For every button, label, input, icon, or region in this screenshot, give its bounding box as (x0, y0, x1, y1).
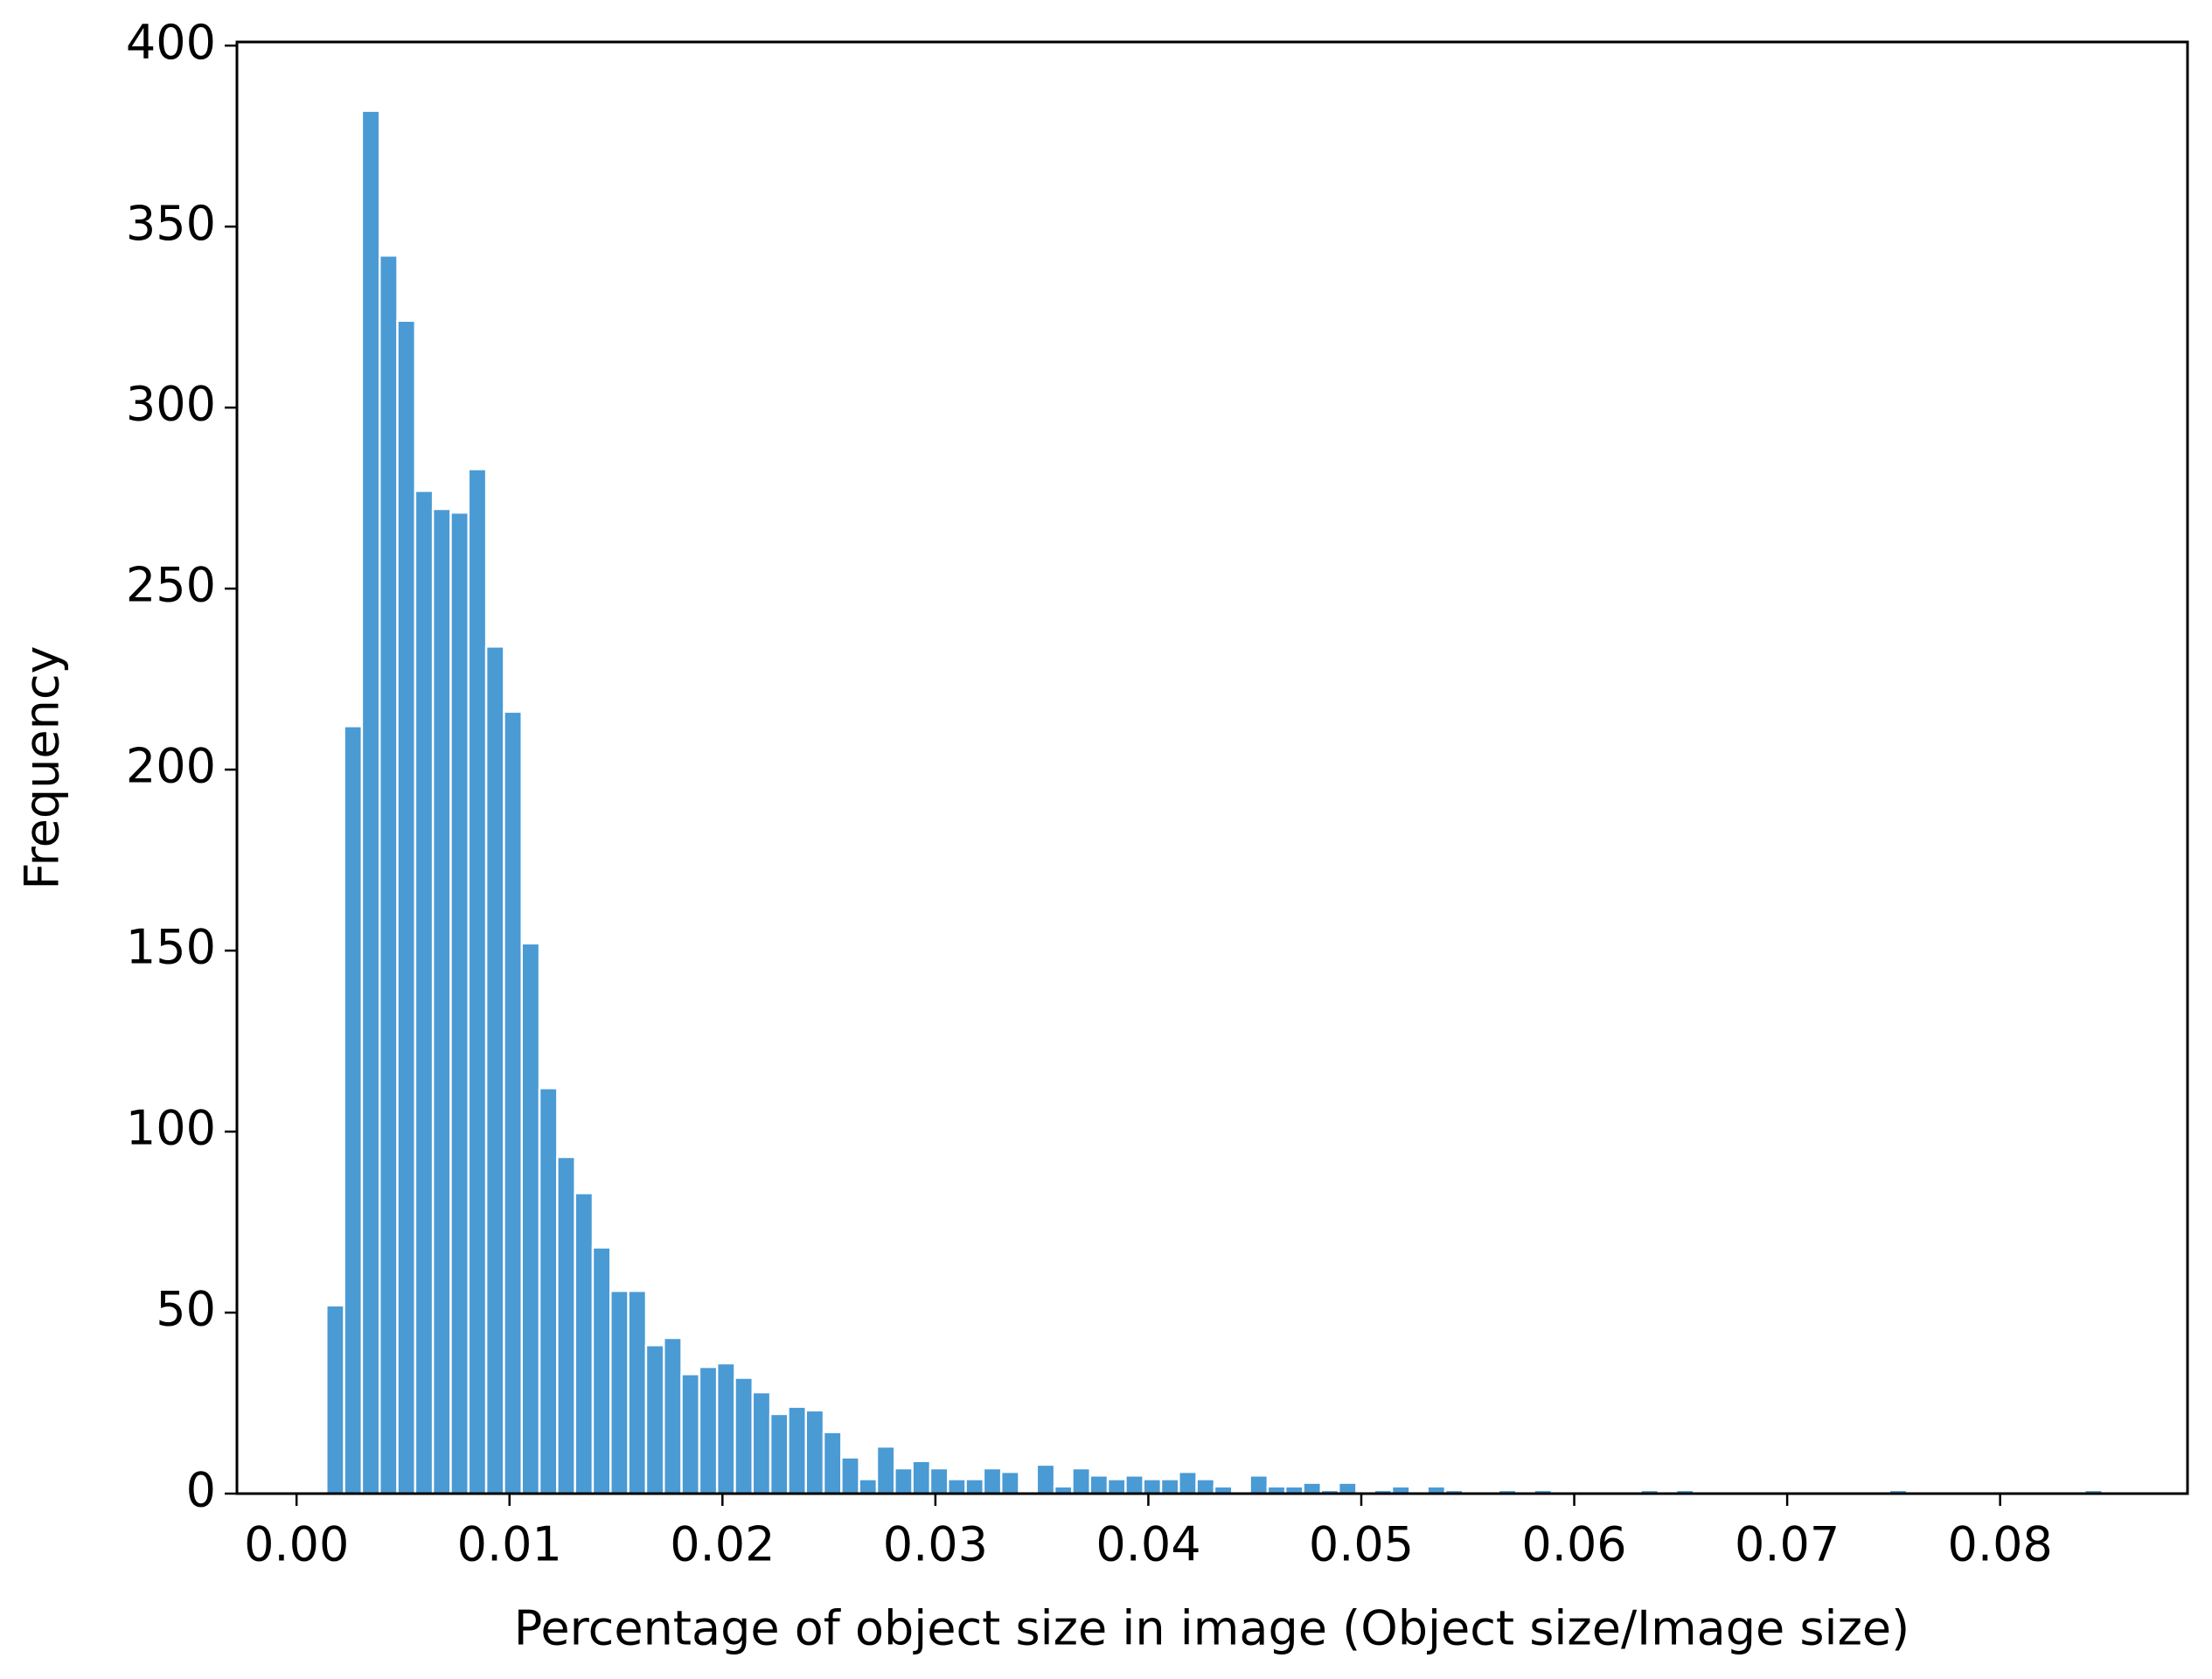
bar (396, 319, 417, 1495)
bar (787, 1405, 807, 1495)
bar (911, 1460, 932, 1495)
bar (1035, 1463, 1056, 1495)
bar (875, 1445, 896, 1495)
bar (503, 710, 523, 1495)
bar (999, 1470, 1020, 1495)
x-tick-label: 0.07 (1735, 1517, 1840, 1572)
bar (680, 1373, 701, 1495)
bar (414, 490, 435, 1495)
bar (609, 1289, 630, 1495)
bar (1089, 1474, 1109, 1495)
bar (1337, 1481, 1358, 1495)
bar (484, 645, 505, 1495)
bar (982, 1467, 1003, 1495)
bar (894, 1467, 914, 1495)
bar (538, 1087, 559, 1495)
bar (1124, 1474, 1144, 1495)
plot-frame (235, 40, 2189, 1495)
bar (840, 1456, 860, 1495)
bar (1302, 1481, 1323, 1495)
bar (858, 1478, 879, 1495)
bar (644, 1344, 665, 1495)
bar (520, 942, 541, 1495)
bar (1195, 1478, 1216, 1495)
y-tick-label: 300 (126, 377, 216, 432)
x-tick-label: 0.08 (1948, 1517, 2053, 1572)
bar (1142, 1478, 1163, 1495)
y-tick-label: 400 (126, 15, 216, 70)
x-tick-label: 0.04 (1096, 1517, 1200, 1572)
y-axis-label: Frequency (15, 646, 70, 890)
bar (662, 1336, 683, 1495)
y-tick-label: 150 (126, 920, 216, 975)
bar (1249, 1474, 1269, 1495)
bar (325, 1304, 345, 1495)
bar (431, 507, 452, 1495)
bar (627, 1289, 648, 1495)
bar (946, 1478, 967, 1495)
y-tick-label: 0 (186, 1463, 216, 1518)
bar (734, 1376, 755, 1495)
x-tick-label: 0.00 (244, 1517, 349, 1572)
bar (591, 1246, 612, 1495)
bar (1178, 1470, 1198, 1495)
y-tick-label: 350 (126, 196, 216, 251)
y-tick-label: 200 (126, 739, 216, 794)
y-tick-label: 250 (126, 558, 216, 613)
bar (574, 1192, 595, 1495)
bar (804, 1409, 825, 1495)
bar (1159, 1478, 1180, 1495)
bar (929, 1467, 949, 1495)
x-tick-label: 0.02 (670, 1517, 775, 1572)
bar (556, 1155, 576, 1495)
x-tick-label: 0.03 (883, 1517, 988, 1572)
bar (378, 254, 399, 1495)
bar (1071, 1467, 1091, 1495)
x-axis-label: Percentage of object size in image (Obje… (514, 1601, 1909, 1656)
bar (1106, 1478, 1127, 1495)
bar (360, 109, 381, 1495)
x-tick-label: 0.05 (1309, 1517, 1414, 1572)
x-tick-label: 0.06 (1521, 1517, 1626, 1572)
bar (467, 468, 488, 1495)
y-tick-label: 100 (126, 1101, 216, 1156)
bar (698, 1365, 719, 1495)
y-tick-label: 50 (156, 1282, 216, 1337)
bar (715, 1362, 736, 1495)
bar (769, 1412, 790, 1495)
bar (343, 725, 364, 1495)
x-tick-label: 0.01 (457, 1517, 562, 1572)
bar (964, 1478, 985, 1495)
bar (449, 511, 470, 1495)
bar (822, 1431, 843, 1495)
bar (751, 1390, 772, 1495)
